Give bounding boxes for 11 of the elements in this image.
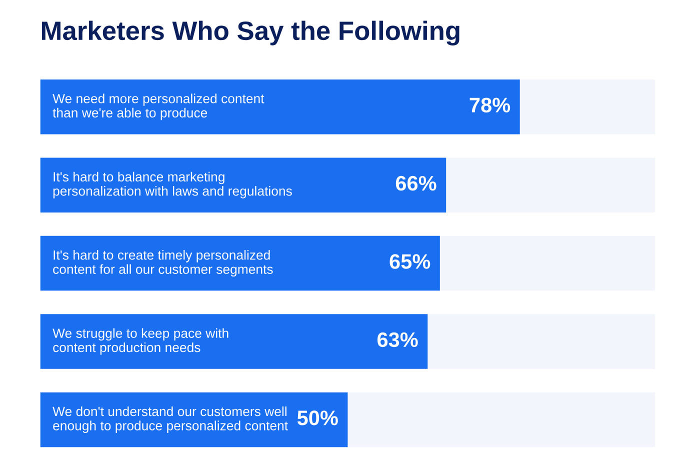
data-label: 66% xyxy=(396,176,436,191)
y-tick-label: We struggle to keep pace with content production needs xyxy=(52,328,228,355)
y-tick-label: It's hard to create timely personalized content for all our customer segments xyxy=(53,250,273,277)
y-tick-label: We need more personalized content than we're able to produce xyxy=(52,94,264,120)
data-label: 50% xyxy=(297,410,338,426)
data-label: 65% xyxy=(390,254,430,269)
chart-title: Marketers Who Say the Following xyxy=(42,20,460,46)
y-tick-label: We don't understand our customers well enough to produce personalized content xyxy=(52,406,288,433)
data-label: 78% xyxy=(470,98,510,112)
data-label: 63% xyxy=(377,332,418,348)
y-tick-label: It's hard to balance marketing personalization with laws and regulations xyxy=(53,172,292,198)
